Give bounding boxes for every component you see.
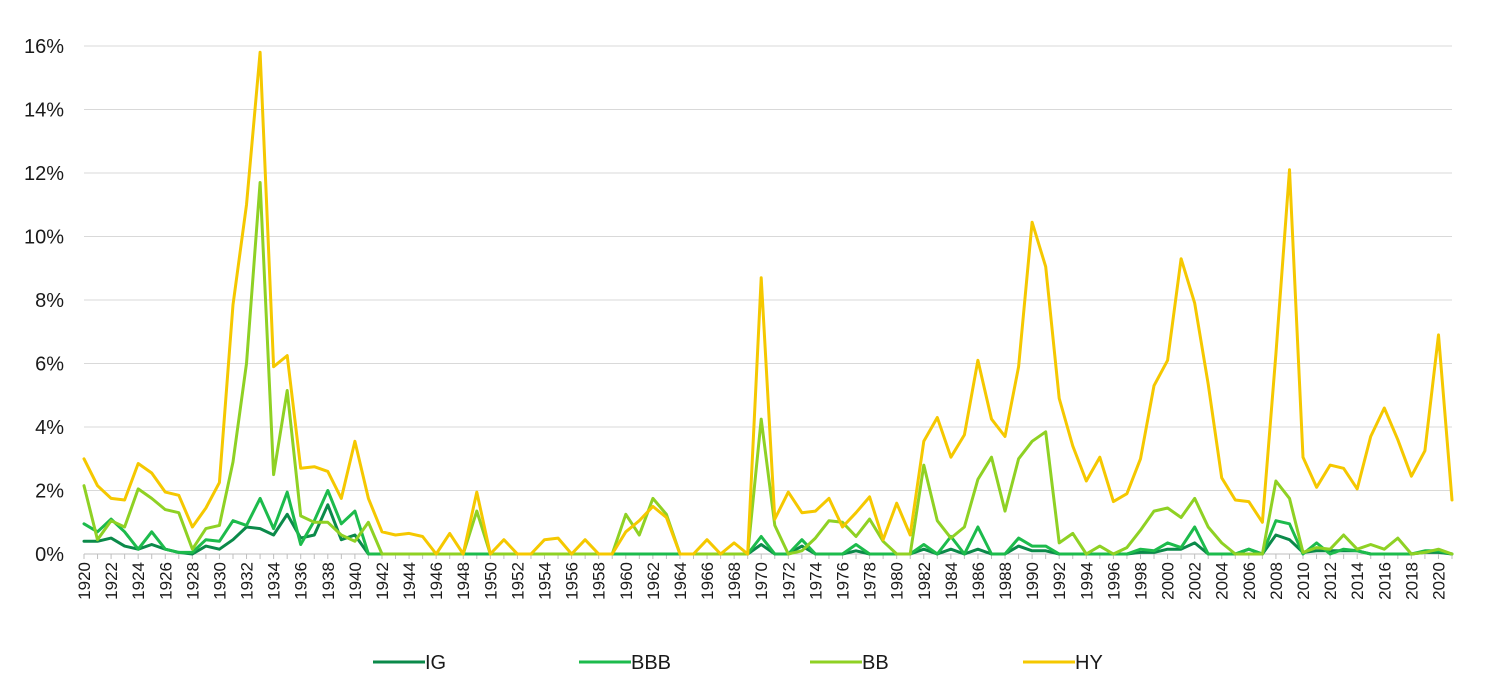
y-axis-tick-labels: 0% 2% 4% 6% 8% 10% 12% 14% 16% (24, 36, 64, 566)
x-axis-tick-labels: 1920 1922 1924 1926 1928 1930 1932 1934 1936 1938… (75, 562, 1448, 600)
x-tick-label: 1930 (210, 562, 229, 600)
x-tick-label: 1974 (806, 562, 825, 600)
y-tick-label: 2% (35, 481, 64, 503)
x-tick-label: 1934 (265, 562, 284, 600)
y-tick-label: 14% (24, 100, 64, 122)
y-tick-label: 16% (24, 36, 64, 58)
x-tick-label: 1986 (969, 562, 988, 600)
x-tick-label: 1996 (1104, 562, 1123, 600)
x-tick-label: 2020 (1429, 562, 1448, 600)
series-line-bbb (82, 489, 1454, 556)
x-tick-label: 1958 (590, 562, 609, 600)
x-tick-label: 2004 (1213, 562, 1232, 600)
x-tick-label: 1988 (996, 562, 1015, 600)
x-tick-label: 2002 (1186, 562, 1205, 600)
x-tick-label: 1932 (238, 562, 257, 600)
x-tick-label: 1998 (1131, 562, 1150, 600)
x-tick-label: 1990 (1023, 562, 1042, 600)
y-tick-label: 8% (35, 290, 64, 312)
x-tick-label: 2010 (1294, 562, 1313, 600)
x-tick-label: 2012 (1321, 562, 1340, 600)
x-tick-label: 1960 (617, 562, 636, 600)
x-tick-label: 1956 (563, 562, 582, 600)
x-tick-label: 1982 (915, 562, 934, 600)
x-tick-label: 1966 (698, 562, 717, 600)
x-tick-label: 1920 (75, 562, 94, 600)
x-tick-label: 1968 (725, 562, 744, 600)
x-tick-label: 1952 (508, 562, 527, 600)
x-tick-label: 1970 (752, 562, 771, 600)
y-tick-label: 6% (35, 354, 64, 376)
x-tick-label: 1978 (861, 562, 880, 600)
x-tick-label: 1992 (1050, 562, 1069, 600)
y-tick-label: 4% (35, 417, 64, 439)
x-tick-label: 1938 (319, 562, 338, 600)
legend-label: HY (1075, 652, 1103, 674)
legend-label: BBB (631, 652, 671, 674)
legend-item-bbb: BBB (579, 652, 671, 674)
x-tick-label: 1984 (942, 562, 961, 600)
x-tick-label: 1950 (481, 562, 500, 600)
gridlines (84, 45, 1452, 491)
legend: IG BBB BB HY (373, 652, 1103, 674)
x-tick-label: 1936 (292, 562, 311, 600)
x-tick-label: 1944 (400, 562, 419, 600)
x-tick-label: 1954 (536, 562, 555, 600)
x-tick-label: 1976 (833, 562, 852, 600)
series-lines (82, 50, 1454, 556)
x-tick-label: 1964 (671, 562, 690, 600)
y-tick-label: 12% (24, 163, 64, 185)
x-tick-label: 1946 (427, 562, 446, 600)
x-tick-label: 1922 (102, 562, 121, 600)
legend-item-bb: BB (810, 652, 889, 674)
x-tick-label: 1924 (129, 562, 148, 600)
series-line-bb (82, 181, 1454, 556)
y-tick-label: 0% (35, 544, 64, 566)
x-tick-label: 1972 (779, 562, 798, 600)
x-tick-label: 1980 (888, 562, 907, 600)
x-tick-label: 1942 (373, 562, 392, 600)
series-line-hy (82, 50, 1454, 556)
x-tick-label: 2018 (1402, 562, 1421, 600)
x-tick-label: 2008 (1267, 562, 1286, 600)
legend-label: IG (425, 652, 446, 674)
x-tick-label: 1928 (183, 562, 202, 600)
legend-item-hy: HY (1023, 652, 1103, 674)
legend-item-ig: IG (373, 652, 446, 674)
x-tick-label: 2014 (1348, 562, 1367, 600)
x-tick-label: 1962 (644, 562, 663, 600)
x-tick-label: 2000 (1159, 562, 1178, 600)
x-tick-label: 1926 (156, 562, 175, 600)
x-tick-label: 1948 (454, 562, 473, 600)
legend-label: BB (862, 652, 889, 674)
x-tick-label: 2006 (1240, 562, 1259, 600)
x-tick-label: 1994 (1077, 562, 1096, 600)
y-tick-label: 10% (24, 227, 64, 249)
x-tick-label: 1940 (346, 562, 365, 600)
x-tick-label: 2016 (1375, 562, 1394, 600)
